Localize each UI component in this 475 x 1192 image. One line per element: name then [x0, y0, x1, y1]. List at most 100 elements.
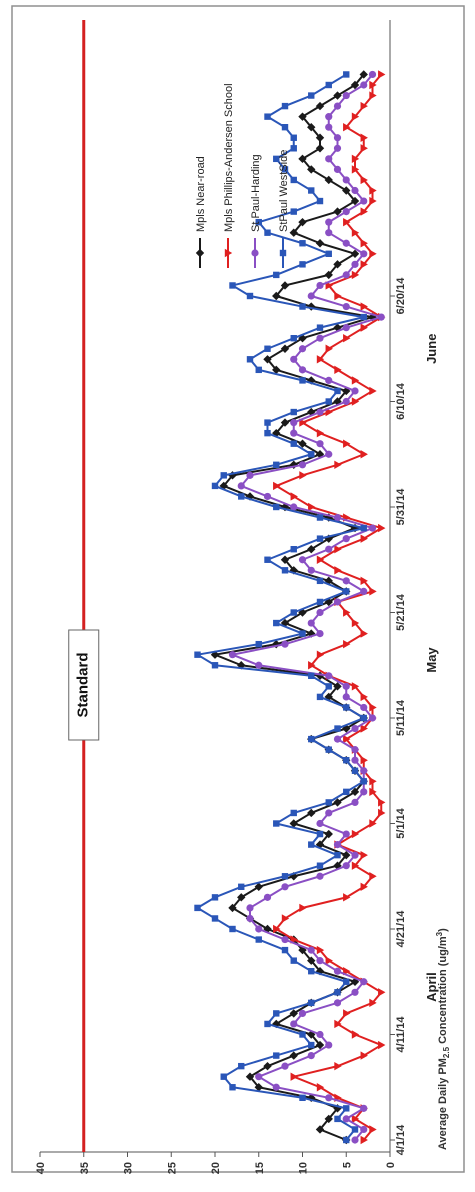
data-point — [281, 873, 289, 880]
data-point — [360, 207, 368, 216]
data-point — [360, 703, 368, 712]
data-point — [290, 419, 298, 427]
data-point — [360, 133, 368, 142]
legend-label: St Paul-Harding — [250, 154, 262, 232]
data-point — [343, 217, 351, 227]
data-point — [289, 1009, 298, 1018]
data-point — [360, 1125, 368, 1134]
data-point — [360, 250, 368, 258]
data-point — [246, 292, 254, 300]
data-point — [264, 229, 271, 236]
data-point — [307, 292, 315, 300]
data-point — [343, 123, 351, 132]
data-point — [342, 397, 350, 406]
data-point — [264, 345, 271, 352]
data-point — [316, 535, 324, 542]
data-point — [307, 808, 316, 818]
data-point — [378, 523, 386, 533]
legend-marker — [279, 249, 287, 257]
data-point — [299, 1031, 306, 1038]
data-point — [350, 80, 360, 90]
data-point — [316, 650, 325, 659]
data-point — [316, 1083, 325, 1092]
data-point — [325, 155, 333, 163]
data-point — [219, 481, 228, 491]
data-point — [316, 514, 324, 521]
date-tick-label: 5/31/14 — [395, 488, 407, 526]
data-point — [308, 502, 316, 512]
data-point — [369, 91, 377, 100]
data-point — [360, 1051, 368, 1060]
data-point — [343, 608, 351, 617]
data-point — [307, 619, 315, 627]
data-point — [368, 524, 377, 532]
data-point — [369, 1125, 377, 1134]
data-point — [351, 228, 360, 237]
data-point — [324, 597, 333, 607]
data-point — [272, 365, 281, 375]
data-point — [333, 513, 342, 522]
data-point — [360, 260, 368, 269]
data-point — [281, 1062, 289, 1070]
data-point — [342, 724, 351, 733]
data-point — [343, 893, 351, 902]
data-point — [343, 588, 350, 595]
data-point — [351, 618, 360, 628]
data-point — [351, 1126, 359, 1133]
data-point — [273, 155, 280, 163]
axes-group: 0 5 10 15 20 25 30 35 40 Average Daily PM2.5 Conc… — [35, 20, 451, 1174]
data-point — [229, 925, 236, 933]
data-point — [360, 175, 368, 185]
data-point — [360, 101, 368, 111]
data-point — [351, 988, 359, 996]
data-point — [378, 70, 386, 79]
data-point — [308, 735, 315, 743]
data-point — [333, 841, 342, 849]
data-point — [308, 841, 315, 848]
data-point — [325, 1041, 333, 1049]
value-tick-label: 5 — [341, 1162, 353, 1168]
data-point — [342, 535, 350, 543]
data-point — [351, 165, 360, 174]
data-point — [342, 302, 350, 311]
data-point — [360, 313, 367, 321]
data-point — [325, 344, 333, 353]
data-point — [334, 851, 341, 859]
data-point — [281, 883, 289, 891]
data-point — [289, 819, 298, 828]
data-point — [290, 145, 297, 152]
data-point — [334, 725, 341, 732]
data-point — [369, 587, 377, 596]
data-point — [324, 513, 333, 522]
value-axis-title-part: 2.5 — [442, 1046, 451, 1058]
data-point — [315, 101, 325, 111]
data-point — [263, 355, 272, 364]
data-point — [343, 734, 351, 744]
data-point — [290, 809, 297, 817]
data-point — [316, 598, 324, 606]
data-point — [264, 419, 271, 426]
data-point — [211, 894, 219, 901]
data-point — [299, 630, 306, 637]
month-label: April — [424, 972, 439, 1002]
data-point — [351, 1136, 359, 1144]
data-point — [334, 1061, 342, 1071]
data-point — [325, 683, 332, 690]
data-point — [334, 387, 341, 395]
data-point — [350, 196, 360, 206]
data-point — [342, 1115, 350, 1123]
data-point — [316, 577, 324, 585]
data-point — [360, 587, 368, 596]
data-point — [351, 861, 360, 870]
data-point — [254, 882, 263, 891]
data-point — [211, 915, 219, 922]
data-point — [255, 936, 262, 943]
data-point — [273, 503, 280, 511]
data-point — [350, 787, 360, 797]
value-tick-label: 25 — [166, 1162, 178, 1174]
data-point — [333, 91, 342, 100]
data-point — [307, 946, 315, 954]
data-point — [316, 408, 324, 416]
value-axis-title-part: ) — [437, 928, 449, 932]
